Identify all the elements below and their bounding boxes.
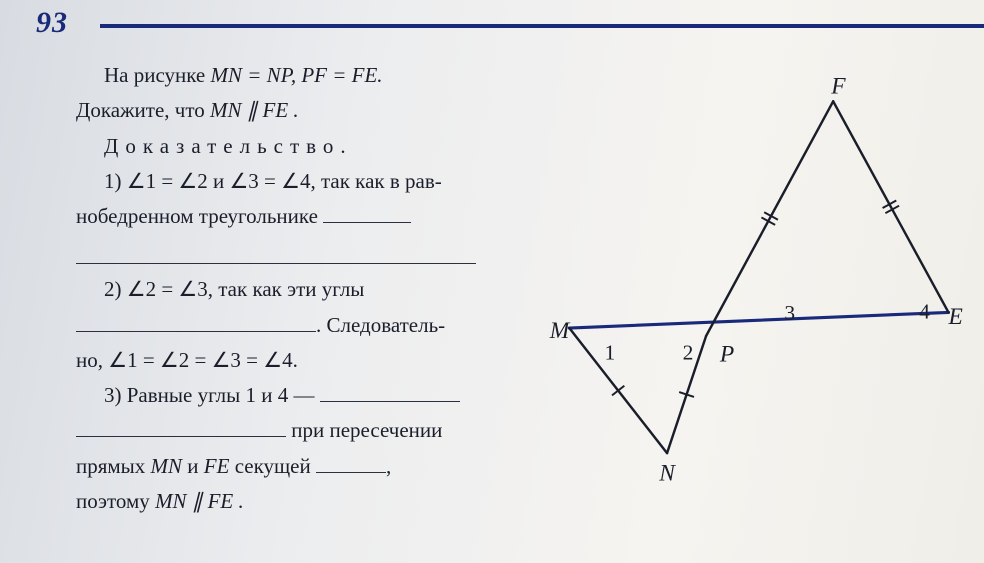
t-s3g: секущей <box>229 454 316 478</box>
figure-angles: 1 2 3 4 <box>605 299 931 364</box>
geometry-figure: M P N F E 1 2 3 4 <box>540 72 970 502</box>
t1a: На рисунке <box>104 63 211 87</box>
t-s3d: MN <box>151 454 183 478</box>
blank-1a <box>323 202 411 223</box>
step3-line4: поэтому MN ∥ FE . <box>76 484 526 519</box>
svg-text:2: 2 <box>683 340 694 364</box>
t-s3i: поэтому <box>76 489 155 513</box>
t-s3e: и <box>182 454 204 478</box>
t-s3h: , <box>386 454 391 478</box>
blank-3b <box>76 416 286 437</box>
blank-2a <box>76 311 316 332</box>
svg-text:M: M <box>549 318 571 344</box>
t-s3a: 3) Равные углы 1 и 4 — <box>104 383 314 407</box>
t1b: MN = NP, PF = FE. <box>211 63 383 87</box>
t-s3j: MN ∥ FE . <box>155 489 244 513</box>
blank-3c <box>316 452 386 473</box>
t-s2b: . Следователь- <box>316 313 445 337</box>
svg-text:N: N <box>658 461 676 487</box>
t2a: Докажите, что <box>76 98 210 122</box>
text-given-2: Докажите, что MN ∥ FE . <box>76 93 526 128</box>
figure-lines <box>569 101 948 453</box>
t-s3b: при пересечении <box>286 418 442 442</box>
t-s1b: нобедренном треугольнике <box>76 204 318 228</box>
t-s3c: прямых <box>76 454 151 478</box>
blank-1b <box>76 240 476 264</box>
figure-ticks <box>612 201 899 397</box>
blank-3a <box>320 381 460 402</box>
svg-text:3: 3 <box>784 301 795 325</box>
step1-line1: 1) ∠1 = ∠2 и ∠3 = ∠4, так как в рав- <box>76 164 526 199</box>
step3-line1: 3) Равные углы 1 и 4 — <box>76 378 526 413</box>
problem-text: На рисунке MN = NP, PF = FE. Докажите, ч… <box>76 58 526 519</box>
step3-line2: при пересечении <box>76 413 526 448</box>
svg-text:1: 1 <box>605 340 616 364</box>
page-root: 93 На рисунке MN = NP, PF = FE. Докажите… <box>0 0 984 563</box>
problem-number: 93 <box>36 6 68 40</box>
step2-line1: 2) ∠2 = ∠3, так как эти углы <box>76 272 526 307</box>
figure-svg: M P N F E 1 2 3 4 <box>540 72 970 502</box>
t-s3f: FE <box>204 454 230 478</box>
svg-text:P: P <box>719 341 734 367</box>
svg-text:4: 4 <box>919 299 930 323</box>
svg-text:E: E <box>948 304 963 330</box>
header-rule <box>100 24 984 28</box>
step2-line3: но, ∠1 = ∠2 = ∠3 = ∠4. <box>76 343 526 378</box>
svg-text:F: F <box>830 74 846 100</box>
text-given-1: На рисунке MN = NP, PF = FE. <box>76 58 526 93</box>
step1-line2: нобедренном треугольнике <box>76 199 526 234</box>
t2b: MN ∥ FE . <box>210 98 299 122</box>
t-proof: Доказательство. <box>104 134 353 158</box>
step2-line2: . Следователь- <box>76 308 526 343</box>
figure-labels: M P N F E <box>549 74 963 487</box>
proof-heading: Доказательство. <box>76 129 526 164</box>
step3-line3: прямых MN и FE секущей , <box>76 449 526 484</box>
